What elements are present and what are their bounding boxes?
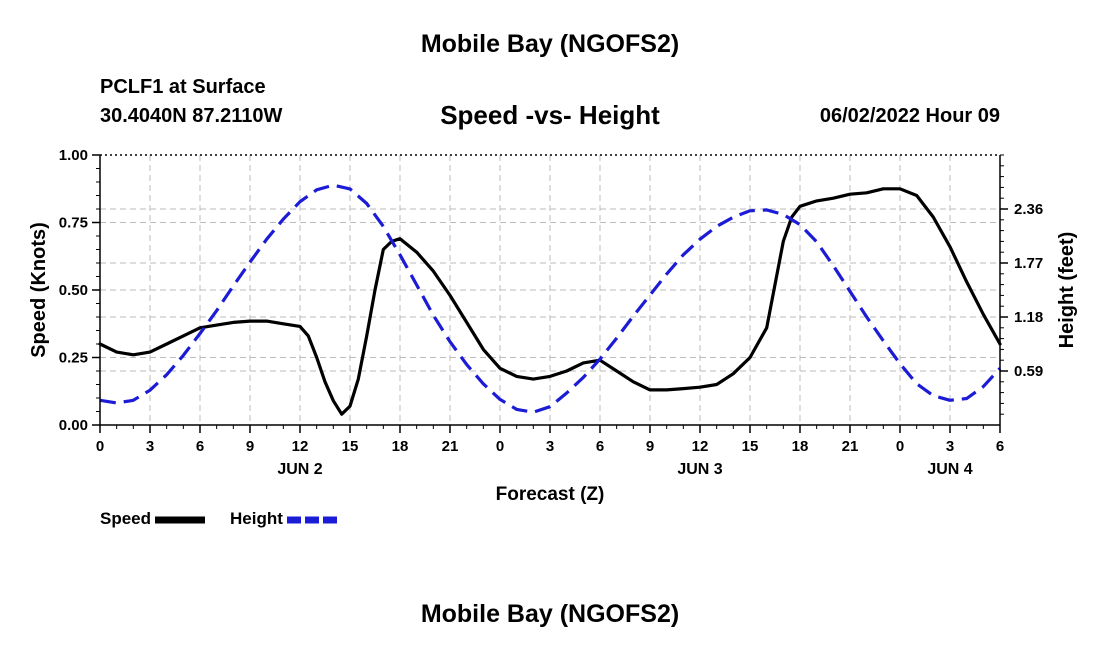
station-label: PCLF1 at Surface [100, 76, 266, 98]
x-day-label: JUN 4 [927, 461, 972, 478]
x-day-label: JUN 2 [277, 461, 322, 478]
x-tick-label: 9 [246, 438, 254, 455]
x-tick-label: 15 [742, 438, 759, 455]
speed-series-line [98, 187, 1002, 416]
y-tick-label: 1.00 [59, 147, 88, 164]
labels-layer: 0 3 6 9 12 15 18 21 0 3 6 9 12 15 18 21 0 3 6 JUN 2 JUN 3 JUN… [28, 147, 1078, 505]
y2-tick-label: 0.59 [1014, 363, 1043, 380]
x-tick-label: 18 [392, 438, 409, 455]
x-tick-label: 6 [996, 438, 1004, 455]
y-tick-label: 0.25 [59, 350, 88, 367]
grid-layer [100, 155, 1000, 425]
x-tick-label: 21 [842, 438, 859, 455]
y-tick-label: 0.75 [59, 215, 88, 232]
y2-tick-label: 2.36 [1014, 201, 1043, 218]
x-axis-title: Forecast (Z) [496, 484, 605, 505]
x-tick-label: 21 [442, 438, 459, 455]
legend-height: Height [230, 509, 339, 529]
x-tick-label: 18 [792, 438, 809, 455]
x-tick-label: 3 [946, 438, 954, 455]
coordinates-label: 30.4040N 87.2110W [100, 105, 283, 127]
height-series-line [99, 183, 1002, 414]
chart-title: Speed -vs- Height [440, 100, 660, 130]
x-tick-label: 9 [646, 438, 654, 455]
x-tick-label: 6 [596, 438, 604, 455]
forecast-datetime: 06/02/2022 Hour 09 [819, 105, 1000, 127]
footer-title: Mobile Bay (NGOFS2) [420, 600, 680, 628]
y2-tick-label: 1.77 [1014, 255, 1043, 272]
x-tick-label: 12 [692, 438, 709, 455]
x-tick-label: 12 [292, 438, 309, 455]
legend-speed-label: Speed [100, 509, 152, 528]
x-tick-label: 0 [96, 438, 104, 455]
x-tick-label: 6 [196, 438, 204, 455]
series-layer [98, 183, 1002, 416]
legend-speed: Speed [100, 509, 207, 529]
legend-height-label: Height [230, 509, 283, 528]
x-tick-label: 15 [342, 438, 359, 455]
y2-axis-title: Height (feet) [1056, 232, 1078, 349]
legend-speed-swatch [155, 516, 206, 524]
x-tick-label: 3 [146, 438, 154, 455]
main-title: Mobile Bay (NGOFS2) [420, 30, 680, 58]
x-tick-label: 3 [546, 438, 554, 455]
x-day-label: JUN 3 [677, 461, 722, 478]
y2-tick-label: 1.18 [1014, 309, 1043, 326]
x-tick-label: 0 [496, 438, 504, 455]
y-tick-label: 0.50 [59, 282, 88, 299]
axes-layer [92, 154, 1008, 433]
y-axis-title: Speed (Knots) [28, 222, 50, 358]
x-tick-label: 0 [896, 438, 904, 455]
legend-height-swatch [286, 516, 337, 524]
y-tick-label: 0.00 [59, 417, 88, 434]
